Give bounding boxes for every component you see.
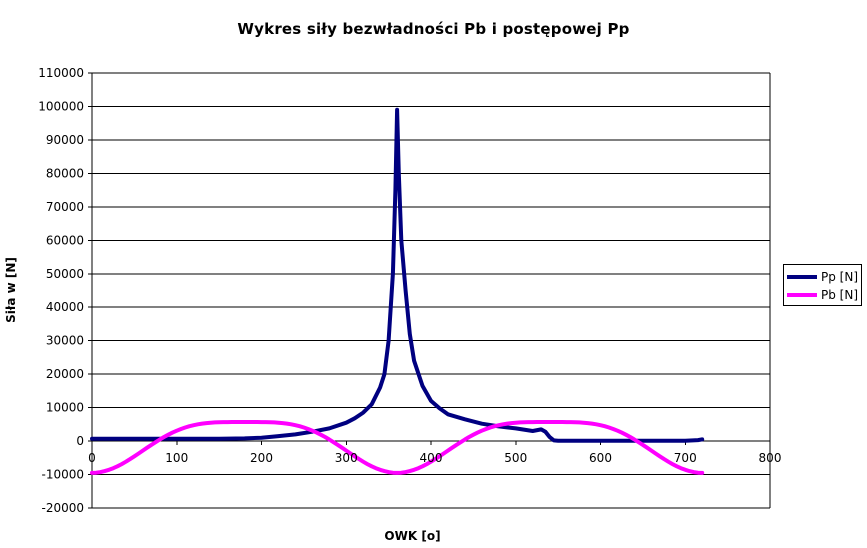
- y-tick-label: 50000: [46, 267, 84, 281]
- series-line-pp: [90, 107, 705, 443]
- x-axis-title: OWK [o]: [384, 529, 441, 543]
- series-line-pb: [90, 420, 705, 475]
- x-tick-label: 400: [420, 451, 443, 465]
- x-tick-label: 300: [335, 451, 358, 465]
- y-tick-label: -20000: [41, 501, 84, 515]
- y-tick-label: 60000: [46, 233, 84, 247]
- x-tick-label: 500: [504, 451, 527, 465]
- x-tick-label: 600: [589, 451, 612, 465]
- y-tick-label: 10000: [46, 401, 84, 415]
- legend-swatch-pp: [787, 275, 817, 279]
- x-tick-label: 0: [88, 451, 96, 465]
- legend-swatch-pb: [787, 293, 817, 297]
- y-tick-label: 100000: [38, 99, 84, 113]
- chart-title: Wykres siły bezwładności Pb i postępowej…: [237, 20, 630, 38]
- y-tick-label: 20000: [46, 367, 84, 381]
- legend-item-pb: Pb [N]: [787, 286, 861, 304]
- legend-label-pb: Pb [N]: [821, 288, 859, 302]
- legend: Pp [N] Pb [N]: [783, 264, 862, 306]
- x-tick-label: 200: [250, 451, 273, 465]
- y-tick-label: -10000: [41, 468, 84, 482]
- y-tick-label: 0: [76, 434, 84, 448]
- x-tick-label: 800: [759, 451, 782, 465]
- series-layer: [90, 107, 705, 475]
- x-tick-label: 100: [165, 451, 188, 465]
- tick-labels: -20000 -10000 0 10000 20000 30000 40000 50000 60…: [38, 66, 781, 515]
- y-axis-title: Siła w [N]: [4, 257, 18, 323]
- axes: [88, 72, 771, 509]
- y-tick-label: 90000: [46, 133, 84, 147]
- y-tick-label: 110000: [38, 66, 84, 80]
- y-tick-label: 80000: [46, 166, 84, 180]
- x-tick-label: 700: [674, 451, 697, 465]
- legend-item-pp: Pp [N]: [787, 268, 861, 286]
- legend-label-pp: Pp [N]: [821, 270, 859, 284]
- y-tick-label: 40000: [46, 300, 84, 314]
- y-tick-label: 70000: [46, 200, 84, 214]
- y-tick-label: 30000: [46, 334, 84, 348]
